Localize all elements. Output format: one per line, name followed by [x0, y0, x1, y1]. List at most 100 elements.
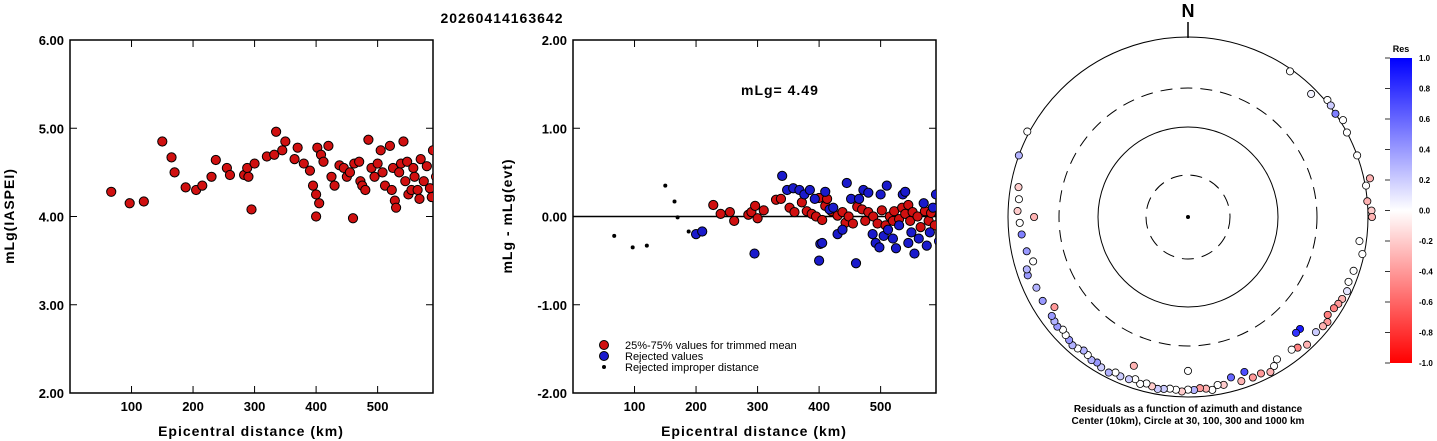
station-residual-point [1339, 116, 1348, 125]
ring-1000km [1007, 36, 1369, 398]
station-residual-point [1285, 67, 1294, 76]
station-residual-point [1015, 218, 1024, 227]
station-residual-point [1240, 367, 1249, 376]
rejected-point [749, 248, 760, 259]
accepted-point [724, 206, 735, 218]
accepted-point [915, 221, 926, 233]
improper-distance-point [644, 243, 649, 248]
accepted-point [426, 191, 433, 203]
station-residual-point [1343, 287, 1352, 296]
station-residual-point [1022, 265, 1031, 274]
station-residual-point [1047, 311, 1056, 320]
colorbar-tick-label: -0.2 [1419, 237, 1433, 246]
rejected-point [837, 224, 848, 235]
colorbar-tick-label: 0.6 [1419, 115, 1431, 124]
rejected-point [814, 255, 825, 266]
accepted-point [400, 176, 411, 187]
station-residual-point [1353, 151, 1362, 160]
colorbar-tick-label: 1.0 [1419, 54, 1431, 63]
rejected-point [867, 229, 878, 240]
station-residual-point [1362, 181, 1371, 190]
rejected-point [850, 258, 862, 269]
accepted-point [402, 156, 413, 167]
station-residual-point [1363, 197, 1372, 206]
rejected-point [887, 233, 899, 244]
colorbar-gradient [1390, 58, 1412, 363]
station-residual-point [1272, 355, 1281, 364]
figure-title: 20260414163642 [440, 10, 563, 26]
accepted-point [347, 213, 359, 224]
rejected-point [875, 189, 886, 200]
colorbar-tick-label: 0.2 [1419, 176, 1431, 185]
legend-marker-rejected [599, 351, 609, 361]
accepted-point [206, 171, 217, 182]
rejected-point [921, 240, 932, 251]
improper-distance-point [686, 229, 691, 234]
station-residual-point [1355, 237, 1364, 246]
accepted-point [750, 200, 761, 212]
accepted-point [289, 154, 300, 165]
accepted-point [249, 158, 260, 169]
station-residual-point [1014, 151, 1023, 160]
colorbar-tick-label: -0.8 [1419, 329, 1433, 338]
station-residual-point [1329, 304, 1338, 313]
accepted-point [412, 184, 423, 196]
legend-marker-accepted [599, 340, 609, 350]
accepted-point [377, 167, 388, 178]
accepted-point [394, 167, 405, 178]
accepted-point [210, 154, 221, 166]
rejected-point [909, 248, 920, 259]
accepted-point [243, 171, 254, 182]
improper-distance-point [630, 245, 635, 250]
x-tick-label: 500 [870, 399, 892, 414]
accepted-point [106, 186, 117, 197]
accepted-point [912, 211, 923, 222]
improper-distance-point [663, 183, 668, 188]
x-tick-label: 300 [747, 399, 769, 414]
improper-distance-point [675, 215, 680, 220]
accepted-point [384, 140, 396, 151]
colorbar-title: Res [1393, 44, 1410, 54]
colorbar-ticks: 1.0 0.8 0.6 0.4 0.2 0.0 -0.2 -0.4 -0.6 -0.8 -1.0 [1385, 54, 1433, 368]
station-residual-point [1013, 207, 1022, 216]
accepted-point [876, 205, 887, 216]
residual-colorbar: Res 1.0 0.8 0.6 0.4 0.2 0.0 -0.2 -0.4 -0.6 -0.8 -1… [1385, 44, 1433, 368]
station-residual-point [1318, 322, 1327, 331]
accepted-point [847, 218, 859, 229]
x-tick-label: 400 [305, 399, 327, 414]
accepted-point [314, 198, 325, 209]
station-residual-point [1136, 379, 1145, 388]
ring-300km [1058, 87, 1318, 347]
legend-label-rejected: Rejected values [625, 351, 704, 363]
rejected-point [820, 186, 831, 197]
accepted-point [789, 206, 800, 218]
station-residual-point [1226, 373, 1235, 382]
rejected-point [924, 227, 935, 238]
polar-caption-line1: Residuals as a function of azimuth and d… [1074, 404, 1303, 415]
accepted-point [344, 167, 356, 178]
rejected-point [918, 198, 929, 209]
accepted-point [430, 172, 433, 181]
x-tick-label: 200 [182, 399, 204, 414]
rejected-point [913, 233, 924, 244]
accepted-point [180, 182, 191, 193]
rejected-point [828, 202, 839, 213]
accepted-point [329, 180, 340, 191]
station-residual-point [1311, 328, 1320, 337]
accepted-point [311, 211, 322, 222]
y-tick-label: 3.00 [39, 298, 64, 313]
rejected-point [697, 226, 708, 237]
improper-distance-point [612, 233, 617, 238]
rejected-point [900, 186, 911, 197]
y-tick-label: -2.00 [537, 386, 567, 401]
accepted-point [124, 198, 135, 209]
accepted-point [360, 184, 371, 196]
station-residual-point [1342, 128, 1351, 137]
station-residual-point [1038, 296, 1047, 305]
legend-marker-improper [602, 365, 606, 369]
colorbar-tick-label: 0.0 [1419, 207, 1431, 216]
accepted-point [269, 149, 280, 160]
accepted-point [318, 156, 329, 167]
colorbar-tick-label: -1.0 [1419, 359, 1433, 368]
